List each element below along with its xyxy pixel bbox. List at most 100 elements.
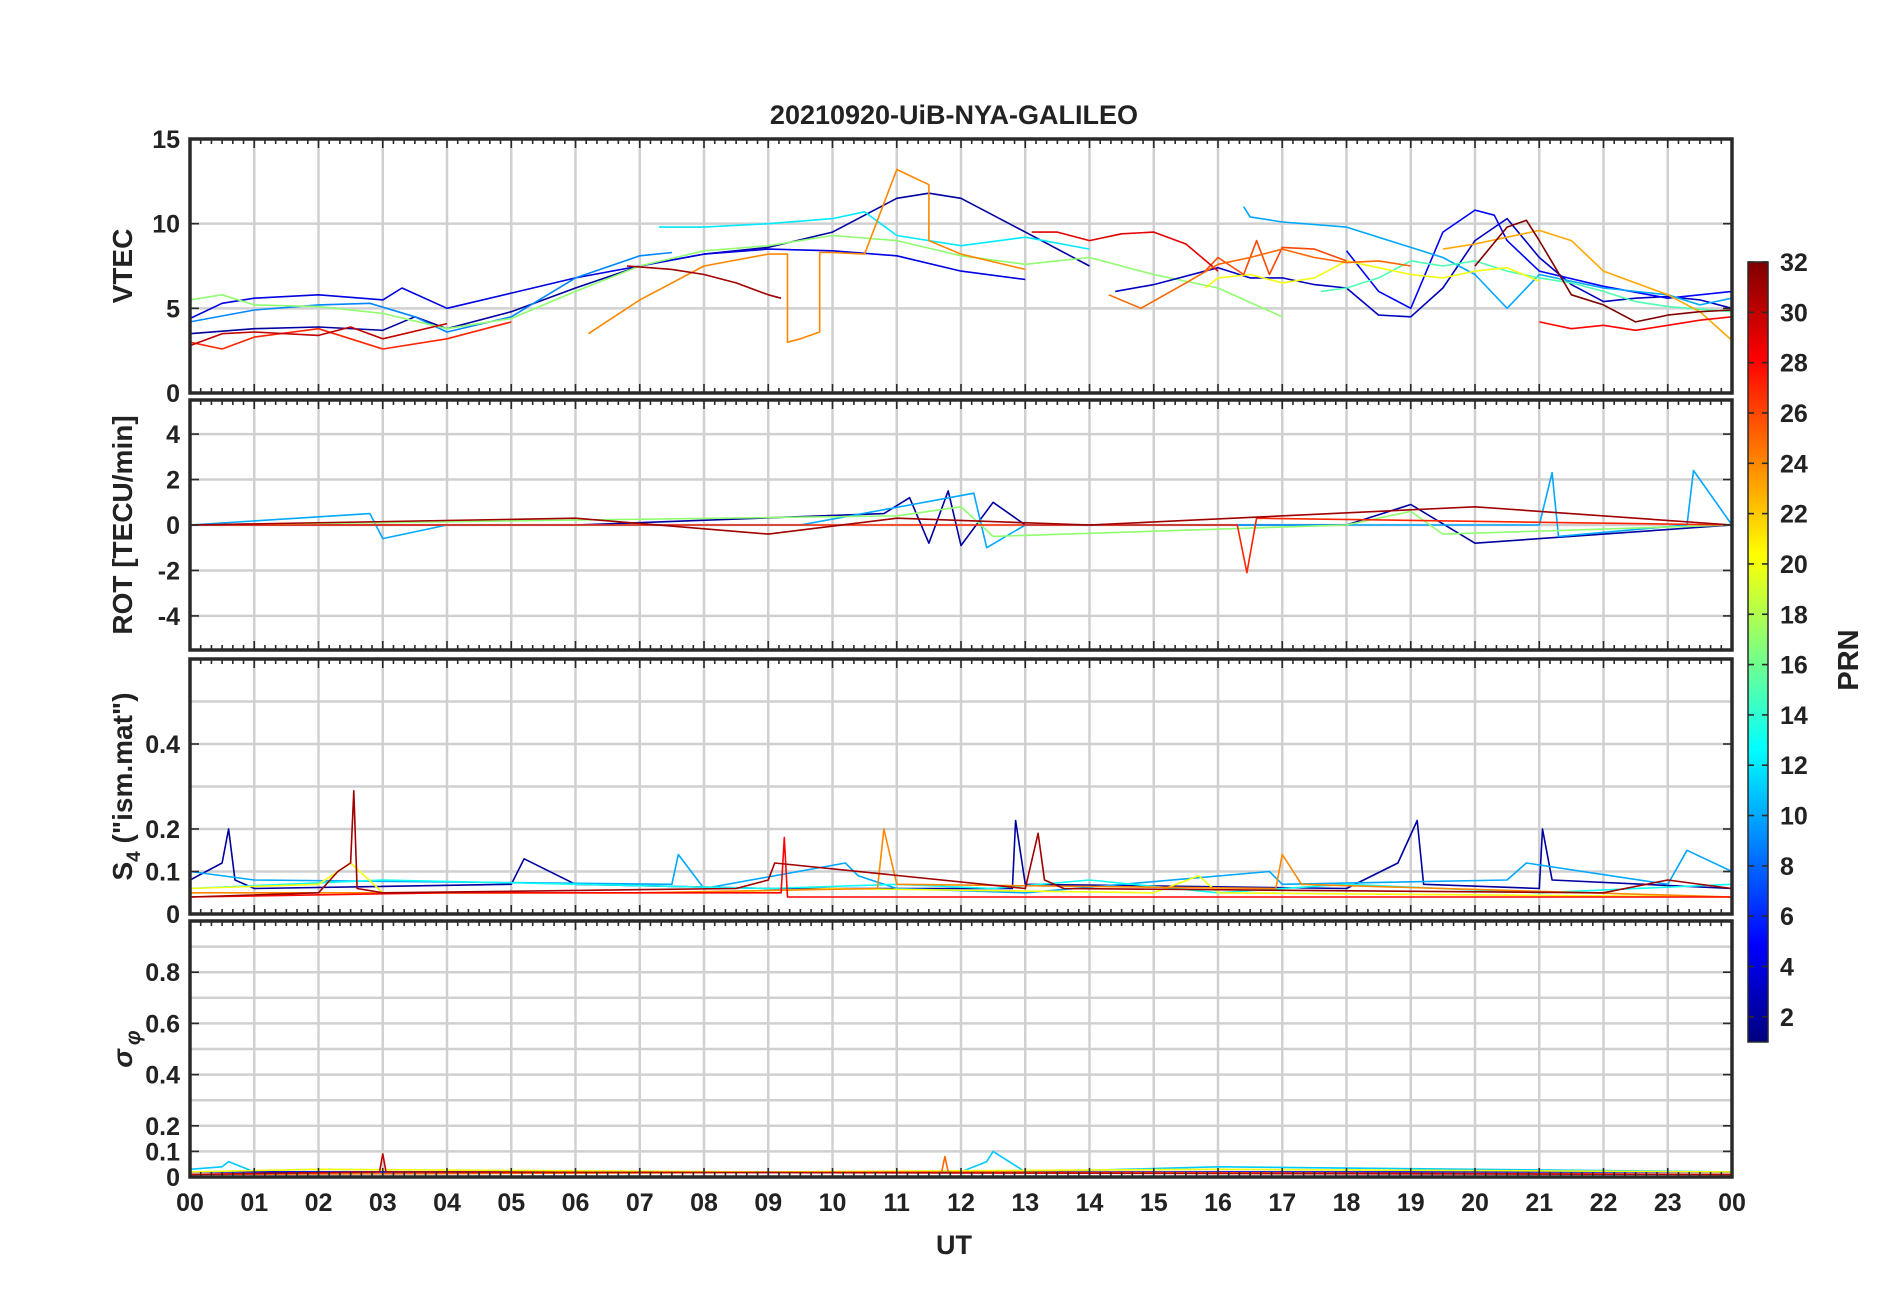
series-line-prn-26	[1204, 239, 1347, 276]
x-tick-label: 00	[1718, 1189, 1746, 1217]
series-line-prn-29	[1031, 231, 1219, 272]
colorbar-tick-label: 16	[1780, 652, 1808, 680]
x-tick-label: 06	[562, 1189, 590, 1217]
plot-frame	[188, 398, 1734, 652]
series-line-prn-32	[1474, 219, 1732, 323]
traces	[190, 789, 1732, 898]
y-tick-label: 15	[152, 126, 180, 154]
x-tick-label: 18	[1333, 1189, 1361, 1217]
series-line-prn-2	[190, 490, 1732, 547]
x-tick-label: 10	[819, 1189, 847, 1217]
x-tick-label: 23	[1654, 1189, 1682, 1217]
y-tick-label: 10	[152, 211, 180, 239]
panel-vtec: 0 5 10 15 VTEC	[107, 126, 1734, 408]
series-line-prn-3	[1115, 217, 1732, 318]
colorbar-tick-label: 18	[1780, 601, 1808, 629]
x-tick-label: 00	[176, 1189, 204, 1217]
x-tick-label: 15	[1140, 1189, 1168, 1217]
series-line-prn-24	[190, 828, 1732, 898]
y-tick-label: 0	[166, 1164, 180, 1192]
panel-rot: -4 -2 0 2 4 ROT [TECU/min]	[107, 398, 1734, 652]
x-tick-label: 07	[626, 1189, 654, 1217]
y-axis-label: ROT [TECU/min]	[107, 415, 138, 634]
y-tick-label: -2	[158, 557, 180, 585]
series-line-prn-27	[190, 321, 512, 350]
y-tick-label: 2	[166, 467, 180, 495]
colorbar-tick-label: 6	[1780, 903, 1794, 931]
chart-title: 20210920-UiB-NYA-GALILEO	[770, 100, 1138, 130]
colorbar-gradient	[1748, 262, 1768, 1042]
plot-frame	[188, 919, 1734, 1179]
plot-frame	[188, 657, 1734, 916]
y-tick-label: 0.4	[145, 731, 180, 759]
y-tick-label: 0.6	[145, 1010, 180, 1038]
y-tick-label: 0.4	[145, 1062, 180, 1090]
y-tick-label: 0	[166, 512, 180, 540]
series-line-prn-12	[659, 211, 1090, 250]
x-tick-label: 05	[497, 1189, 525, 1217]
y-tick-label: 0.2	[145, 1113, 180, 1141]
colorbar-tick-label: 8	[1780, 853, 1794, 881]
colorbar-tick-label: 2	[1780, 1004, 1794, 1032]
y-axis-label: σφ	[107, 1030, 145, 1068]
colorbar-tick-label: 14	[1780, 702, 1808, 730]
series-line-prn-17	[190, 505, 1732, 538]
y-axis-label: S4 ("ism.mat")	[107, 692, 145, 880]
panel-sigma_phi: 00.10.2 0.4 0.6 0.8 σφ	[107, 919, 1734, 1192]
x-tick-label: 04	[433, 1189, 461, 1217]
panel-s4: 0 0.1 0.2 0.4S4 ("ism.mat")	[107, 657, 1734, 929]
x-tick-label: 14	[1076, 1189, 1104, 1217]
colorbar-tick-label: 26	[1780, 400, 1808, 428]
x-tick-label: 03	[369, 1189, 397, 1217]
x-tick-label: 22	[1590, 1189, 1618, 1217]
x-tick-label: 02	[305, 1189, 333, 1217]
y-tick-label: 0.8	[145, 959, 180, 987]
y-tick-label: 0.1	[145, 1138, 180, 1166]
y-tick-label: 0	[166, 901, 180, 929]
x-tick-label: 17	[1268, 1189, 1296, 1217]
x-tick-label: 21	[1525, 1189, 1553, 1217]
plot-frame	[188, 137, 1734, 395]
y-tick-label: 4	[166, 421, 180, 449]
colorbar-tick-label: 30	[1780, 299, 1808, 327]
series-line-prn-2	[190, 819, 1732, 890]
series-line-prn-30	[190, 322, 448, 347]
colorbar-tick-label: 10	[1780, 803, 1808, 831]
series-line-prn-31	[190, 505, 1732, 535]
series-line-prn-28	[1539, 316, 1732, 332]
x-axis-label: UT	[936, 1230, 972, 1260]
series-line-prn-31	[626, 265, 782, 299]
y-axis-label: VTEC	[107, 229, 138, 304]
x-tick-label: 12	[947, 1189, 975, 1217]
y-tick-label: 0.2	[145, 816, 180, 844]
colorbar-tick-label: 24	[1780, 450, 1808, 478]
x-tick-label: 16	[1204, 1189, 1232, 1217]
y-tick-label: 0	[166, 380, 180, 408]
colorbar-tick-label: 20	[1780, 551, 1808, 579]
traces	[190, 469, 1732, 574]
x-tick-label: 13	[1011, 1189, 1039, 1217]
series-line-prn-17	[190, 234, 1283, 330]
series-line-prn-15	[1320, 260, 1732, 313]
series-line-prn-25	[1108, 248, 1411, 310]
series-line-prn-20	[1204, 260, 1540, 289]
colorbar-tick-label: 22	[1780, 501, 1808, 529]
series-line-prn-27	[190, 517, 1732, 574]
traces	[190, 168, 1732, 350]
series-line-prn-30	[190, 1153, 1732, 1176]
colorbar-tick-label: 32	[1780, 249, 1808, 277]
x-tick-label: 19	[1397, 1189, 1425, 1217]
series-line-prn-31	[190, 789, 1732, 898]
y-tick-label: -4	[158, 603, 180, 631]
colorbar-tick-label: 12	[1780, 752, 1808, 780]
x-tick-label: 11	[884, 1189, 911, 1217]
colorbar-label: PRN	[1833, 629, 1865, 690]
series-line-prn-23	[1442, 229, 1732, 342]
y-tick-label: 0.1	[145, 859, 180, 887]
x-tick-label: 20	[1461, 1189, 1489, 1217]
x-tick-label: 08	[690, 1189, 718, 1217]
